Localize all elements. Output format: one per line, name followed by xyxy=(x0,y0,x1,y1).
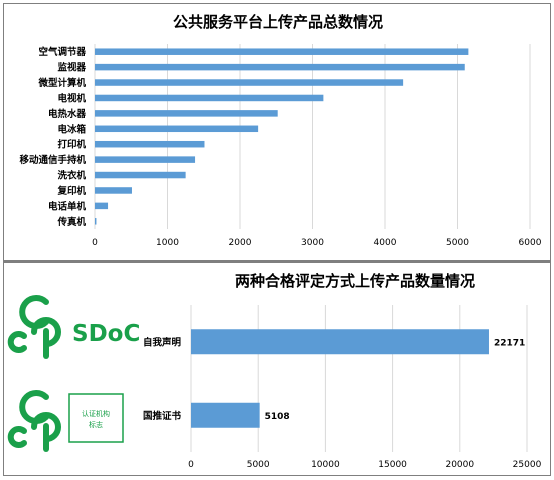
category-label: 电热水器 xyxy=(48,108,87,120)
cgp-mark-icon xyxy=(7,390,61,452)
x-tick-label: 25000 xyxy=(513,460,542,470)
x-tick-label: 0 xyxy=(188,460,194,470)
bar xyxy=(191,329,489,355)
x-tick-label: 4000 xyxy=(374,238,397,248)
category-label: 传真机 xyxy=(56,216,86,228)
bar xyxy=(95,218,97,225)
bars xyxy=(95,48,469,225)
bar xyxy=(95,48,469,55)
x-tick-label: 5000 xyxy=(247,460,270,470)
category-label: 电冰箱 xyxy=(57,123,86,135)
x-tick-label: 0 xyxy=(92,238,98,248)
sdoc-logo-label: SDoC xyxy=(72,321,140,347)
cert-label-line1: 认证机构 xyxy=(82,409,110,418)
x-tick-label: 10000 xyxy=(311,460,340,470)
category-label: 移动通信手持机 xyxy=(19,154,86,166)
gridlines xyxy=(190,305,528,452)
bar xyxy=(95,171,186,179)
bars xyxy=(191,329,489,428)
cgp-mark-icon xyxy=(7,295,61,359)
category-label: 空气调节器 xyxy=(38,46,86,58)
chart-title: 公共服务平台上传产品总数情况 xyxy=(173,13,383,31)
x-tick-label: 5000 xyxy=(446,238,469,248)
chart-panel-products-total xyxy=(3,3,551,261)
category-label: 洗衣机 xyxy=(57,170,86,182)
bar xyxy=(95,187,132,194)
category-label: 电话单机 xyxy=(48,200,87,212)
chart-title: 两种合格评定方式上传产品数量情况 xyxy=(235,272,475,290)
data-labels: 22171 5108 xyxy=(265,338,526,422)
cert-label-line2: 标志 xyxy=(89,420,103,429)
category-label: 复印机 xyxy=(56,185,86,197)
x-tick-label: 1000 xyxy=(156,238,179,248)
bar xyxy=(95,94,324,102)
data-label: 5108 xyxy=(265,412,290,422)
x-tick-label: 15000 xyxy=(378,460,407,470)
category-label: 国推证书 xyxy=(143,410,182,422)
x-tick-labels: 0 5000 10000 15000 20000 25000 xyxy=(188,460,541,470)
category-labels: 空气调节器监视器微型计算机电视机电热水器电冰箱打印机移动通信手持机洗衣机复印机电… xyxy=(19,46,86,228)
bar xyxy=(191,402,260,428)
bar xyxy=(95,79,404,86)
certification-body-logo: 认证机构 标志 xyxy=(7,390,124,452)
data-label: 22171 xyxy=(494,338,525,348)
cert-label-box xyxy=(68,393,124,443)
category-label: 电视机 xyxy=(57,92,86,104)
category-label: 监视器 xyxy=(57,62,86,74)
bar xyxy=(95,140,205,148)
x-tick-label: 20000 xyxy=(445,460,474,470)
category-label: 微型计算机 xyxy=(37,77,86,89)
x-tick-label: 3000 xyxy=(301,238,324,248)
category-label: 打印机 xyxy=(57,139,86,151)
bar xyxy=(95,202,109,210)
bar xyxy=(95,125,259,133)
category-label: 自我声明 xyxy=(143,336,182,348)
x-tick-label: 6000 xyxy=(519,238,542,248)
x-tick-labels: 0 1000 2000 3000 4000 5000 6000 xyxy=(92,238,542,248)
bar xyxy=(95,63,465,71)
chart-products-total: 公共服务平台上传产品总数情况 空气调节器监视器微型计算机电视机电热水器电冰箱打印… xyxy=(19,13,541,248)
sdoc-logo: SDoC xyxy=(7,295,140,359)
bar xyxy=(95,156,196,163)
x-tick-label: 2000 xyxy=(229,238,252,248)
gridlines xyxy=(94,44,531,229)
bar xyxy=(95,110,278,117)
